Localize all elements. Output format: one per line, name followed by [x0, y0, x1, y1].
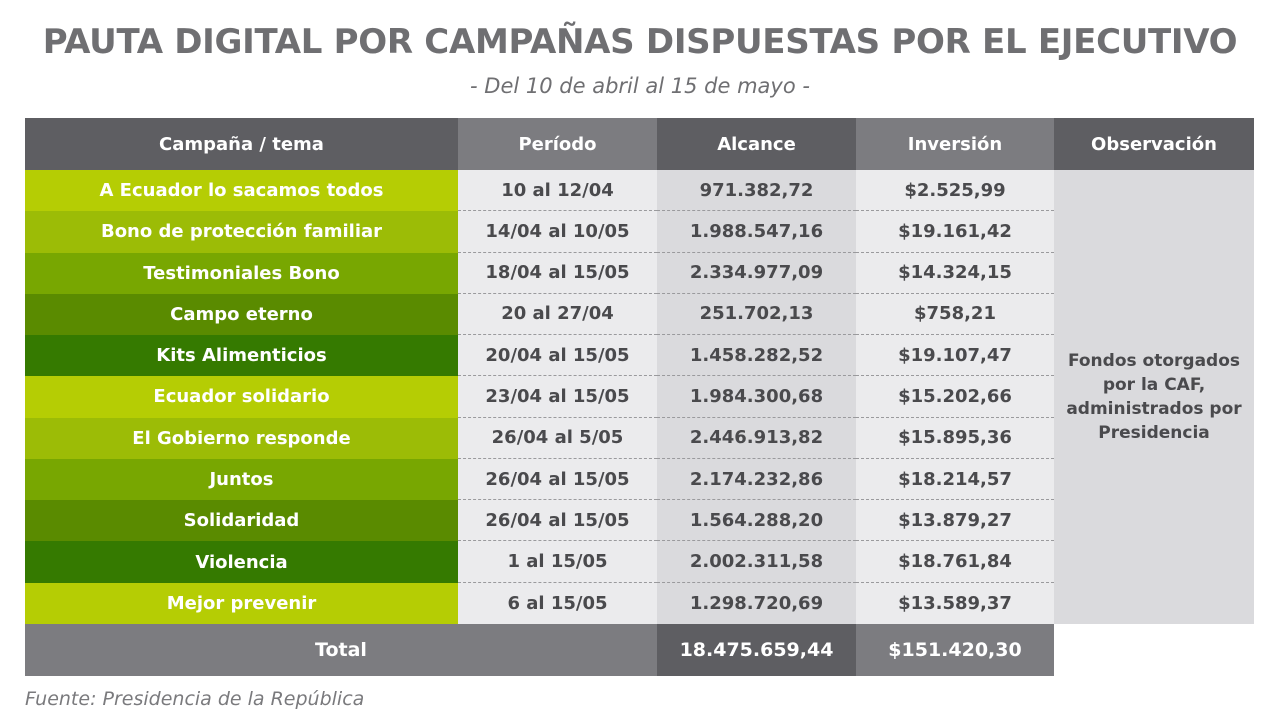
- inversion-cell: $13.879,27: [856, 500, 1054, 542]
- period-cell: 20 al 27/04: [458, 293, 657, 336]
- campaign-cell: Campo eterno: [25, 293, 458, 336]
- campaign-cell: Kits Alimenticios: [25, 335, 458, 377]
- campaign-cell: Violencia: [25, 541, 458, 583]
- total-alcance: 18.475.659,44: [657, 623, 856, 676]
- period-cell: 1 al 15/05: [458, 541, 657, 583]
- inversion-cell: $18.214,57: [856, 458, 1054, 501]
- inversion-cell: $758,21: [856, 293, 1054, 336]
- alcance-cell: 1.298.720,69: [657, 582, 856, 624]
- header-campaign: Campaña / tema: [25, 118, 458, 170]
- campaign-cell: Testimoniales Bono: [25, 252, 458, 294]
- inversion-cell: $13.589,37: [856, 582, 1054, 624]
- alcance-cell: 1.984.300,68: [657, 376, 856, 418]
- total-inversion: $151.420,30: [856, 623, 1054, 676]
- alcance-cell: 1.564.288,20: [657, 500, 856, 542]
- alcance-cell: 1.988.547,16: [657, 211, 856, 253]
- period-cell: 20/04 al 15/05: [458, 335, 657, 377]
- inversion-cell: $15.202,66: [856, 376, 1054, 418]
- period-cell: 18/04 al 15/05: [458, 252, 657, 294]
- alcance-cell: 971.382,72: [657, 170, 856, 212]
- campaign-cell: Juntos: [25, 458, 458, 501]
- alcance-cell: 2.174.232,86: [657, 458, 856, 501]
- period-cell: 10 al 12/04: [458, 170, 657, 212]
- alcance-cell: 2.334.977,09: [657, 252, 856, 294]
- chart-title: PAUTA DIGITAL POR CAMPAÑAS DISPUESTAS PO…: [42, 22, 1238, 62]
- observation-cell: Fondos otorgados por la CAF, administrad…: [1054, 170, 1254, 624]
- alcance-cell: 1.458.282,52: [657, 335, 856, 377]
- campaign-cell: Solidaridad: [25, 500, 458, 542]
- campaign-cell: A Ecuador lo sacamos todos: [25, 170, 458, 212]
- campaign-cell: Mejor prevenir: [25, 582, 458, 624]
- period-cell: 26/04 al 15/05: [458, 458, 657, 501]
- inversion-cell: $14.324,15: [856, 252, 1054, 294]
- inversion-cell: $18.761,84: [856, 541, 1054, 583]
- inversion-cell: $2.525,99: [856, 170, 1054, 212]
- period-cell: 26/04 al 15/05: [458, 500, 657, 542]
- header-observation: Observación: [1054, 118, 1254, 170]
- header-inversion: Inversión: [856, 118, 1054, 170]
- inversion-cell: $19.161,42: [856, 211, 1054, 253]
- alcance-cell: 2.446.913,82: [657, 417, 856, 459]
- period-cell: 14/04 al 10/05: [458, 211, 657, 253]
- campaign-cell: Ecuador solidario: [25, 376, 458, 418]
- chart-subtitle: - Del 10 de abril al 15 de mayo -: [470, 74, 810, 98]
- alcance-cell: 2.002.311,58: [657, 541, 856, 583]
- inversion-cell: $15.895,36: [856, 417, 1054, 459]
- campaign-cell: El Gobierno responde: [25, 417, 458, 459]
- alcance-cell: 251.702,13: [657, 293, 856, 336]
- period-cell: 23/04 al 15/05: [458, 376, 657, 418]
- header-period: Período: [458, 118, 657, 170]
- total-label: Total: [25, 623, 657, 676]
- header-alcance: Alcance: [657, 118, 856, 170]
- period-cell: 6 al 15/05: [458, 582, 657, 624]
- period-cell: 26/04 al 5/05: [458, 417, 657, 459]
- inversion-cell: $19.107,47: [856, 335, 1054, 377]
- campaign-cell: Bono de protección familiar: [25, 211, 458, 253]
- source-note: Fuente: Presidencia de la República: [25, 688, 365, 710]
